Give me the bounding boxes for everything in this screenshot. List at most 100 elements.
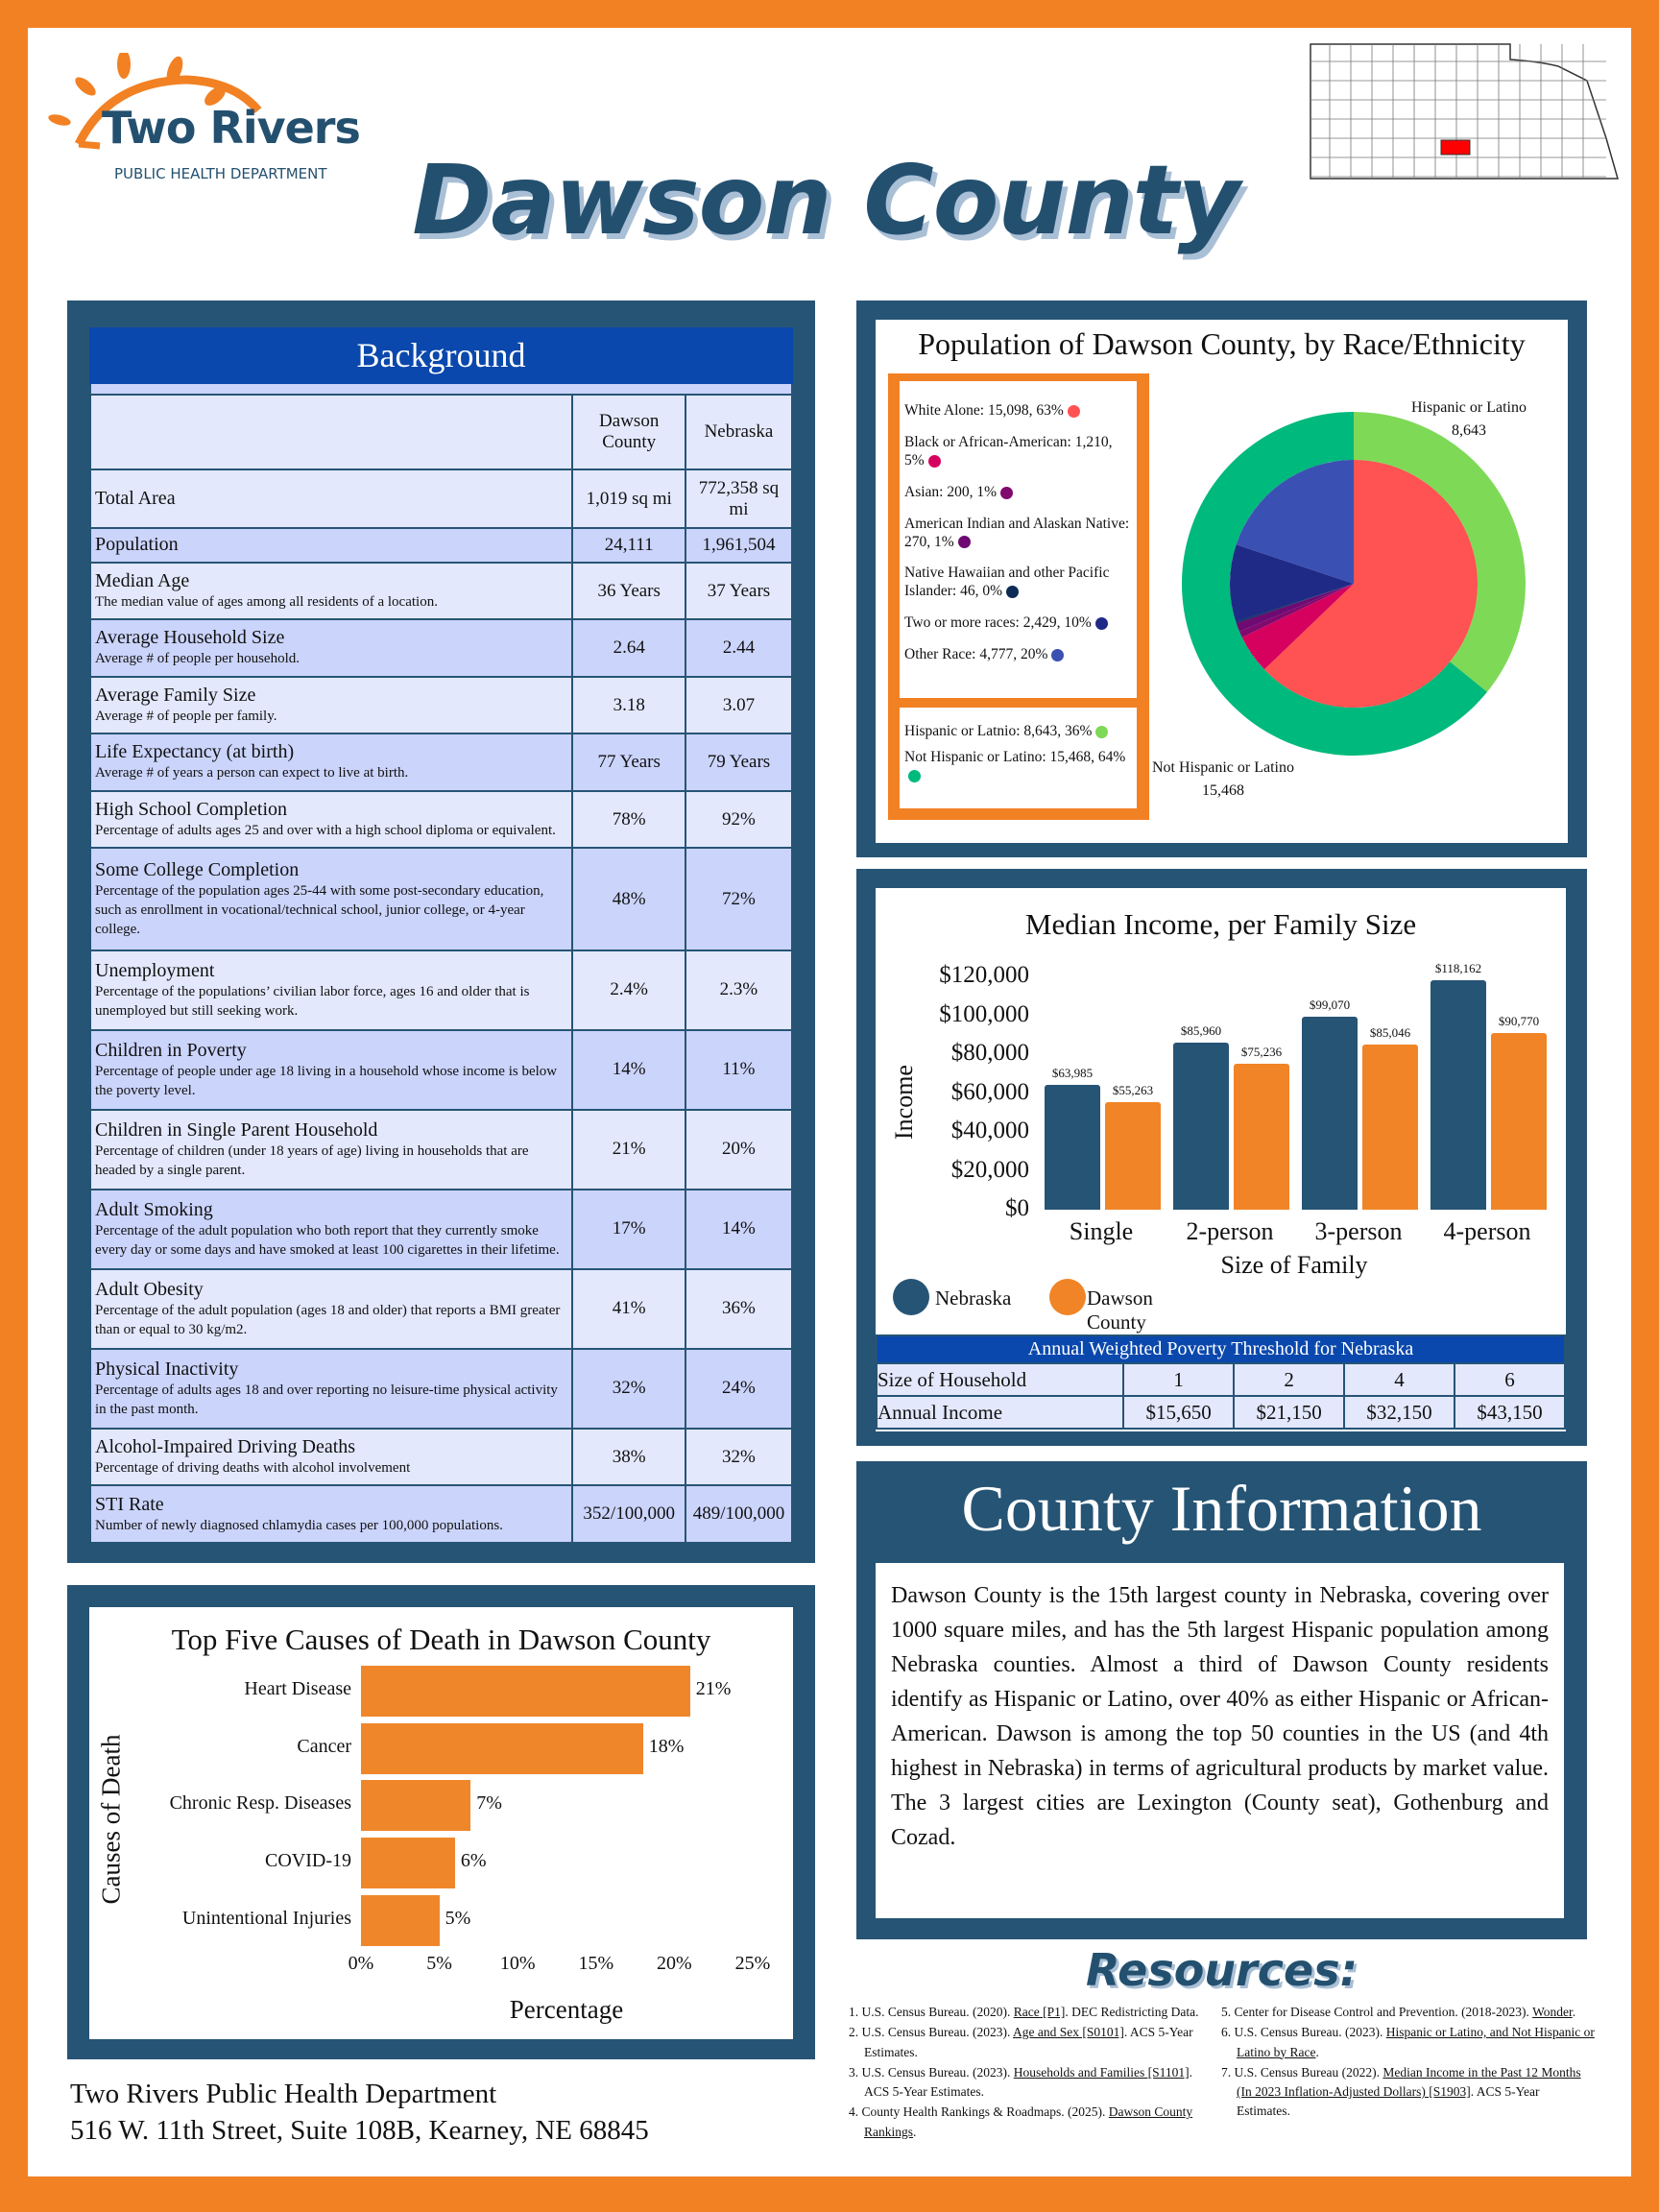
- nebraska-value: 3.07: [684, 675, 794, 735]
- resource-link[interactable]: Hispanic or Latino, and Not Hispanic or …: [1237, 2025, 1595, 2059]
- pie-slice-other-race: [1236, 460, 1354, 584]
- county-info-text: Dawson County is the 15th largest county…: [876, 1563, 1564, 1918]
- resource-item: 2. U.S. Census Bureau. (2023). Age and S…: [849, 2023, 1214, 2062]
- nebraska-value: 1,961,504: [684, 526, 794, 564]
- resource-link[interactable]: Age and Sex [S0101]: [1013, 2025, 1124, 2040]
- dawson-value: 17%: [571, 1188, 686, 1270]
- size-cell: 4: [1343, 1362, 1456, 1397]
- row-description: Average # of people per household.: [95, 651, 300, 667]
- dawson-value: 1,019 sq mi: [571, 469, 686, 529]
- resource-link[interactable]: Median Income in the Past 12 Months (In …: [1237, 2064, 1581, 2099]
- bar-data-label: $90,770: [1498, 1014, 1540, 1029]
- size-cell: 6: [1454, 1362, 1566, 1397]
- resource-suffix: . ACS 5-Year Estimates.: [864, 2025, 1193, 2059]
- dawson-value: 78%: [571, 789, 686, 850]
- poverty-threshold-table: Annual Weighted Poverty Threshold for Ne…: [875, 1334, 1566, 1430]
- income-bar: [1362, 1044, 1418, 1210]
- bar-data-label: $55,263: [1112, 1083, 1154, 1098]
- resource-number: 7.: [1221, 2064, 1232, 2080]
- dawson-value: 24,111: [571, 526, 686, 564]
- table-row: Children in Poverty Percentage of people …: [88, 1028, 794, 1111]
- row-label: STI Rate: [95, 1493, 164, 1515]
- row-description: Percentage of the adult population who b…: [95, 1222, 560, 1258]
- legend-dot-icon: [1067, 404, 1080, 418]
- row-description: Percentage of the population ages 25-44 …: [95, 882, 544, 938]
- legend-swatch-nebraska: [893, 1279, 929, 1315]
- legend-label: Other Race: 4,777, 20%: [904, 646, 1048, 663]
- income-bar: [1431, 979, 1486, 1210]
- y-tick-label: $60,000: [950, 1078, 1029, 1105]
- x-tick-label: 20%: [657, 1953, 692, 1974]
- nebraska-value: 489/100,000: [684, 1484, 794, 1544]
- resource-number: 5.: [1221, 2005, 1232, 2019]
- resource-suffix: .: [1315, 2044, 1319, 2059]
- income-bar: [1234, 1063, 1289, 1210]
- page-title: Dawson County: [412, 144, 1240, 256]
- resource-item: 3. U.S. Census Bureau. (2023). Household…: [849, 2063, 1214, 2103]
- dawson-value: 77 Years: [571, 733, 686, 792]
- row-description: Average # of people per family.: [95, 708, 277, 724]
- nebraska-value: 2.3%: [684, 949, 794, 1031]
- cause-bar: [361, 1894, 440, 1946]
- legend-item: Asian: 200, 1%: [904, 484, 1132, 502]
- resource-suffix: . ACS 5-Year Estimates.: [1237, 2084, 1540, 2119]
- nebraska-value: 37 Years: [684, 561, 794, 621]
- legend-dot-icon: [908, 769, 921, 782]
- y-tick-label: $120,000: [939, 962, 1029, 988]
- nebraska-value: 14%: [684, 1188, 794, 1270]
- legend-label-nebraska: Nebraska: [935, 1286, 1012, 1310]
- resource-number: 6.: [1221, 2025, 1232, 2040]
- row-label: Unemployment: [95, 959, 215, 981]
- legend-item: White Alone: 15,098, 63%: [904, 402, 1132, 421]
- resource-link[interactable]: Race [P1]: [1013, 2005, 1066, 2019]
- dawson-value: 2.4%: [571, 949, 686, 1031]
- footer-address: 516 W. 11th Street, Suite 108B, Kearney,…: [70, 2115, 649, 2146]
- row-label: Alcohol-Impaired Driving Deaths: [95, 1436, 356, 1458]
- nebraska-value: 2.44: [684, 618, 794, 678]
- legend-swatch-dawson: [1049, 1279, 1086, 1315]
- row-description: Percentage of people under age 18 living…: [95, 1063, 558, 1098]
- table-row: STI Rate Number of newly diagnosed chlamy…: [88, 1484, 794, 1544]
- race-donut-chart: [1182, 412, 1526, 756]
- nebraska-value: 92%: [684, 789, 794, 850]
- x-tick-label: 25%: [734, 1953, 771, 1974]
- col-header-dawson: Dawson County: [571, 393, 686, 471]
- causes-y-axis-label: Causes of Death: [96, 1734, 126, 1905]
- resource-link[interactable]: Households and Families [S1101]: [1013, 2064, 1190, 2080]
- resource-item: 6. U.S. Census Bureau. (2023). Hispanic …: [1221, 2023, 1596, 2062]
- callout-not-hispanic: Not Hispanic or Latino 15,468: [1152, 759, 1294, 799]
- resource-link[interactable]: Dawson County Rankings: [864, 2104, 1193, 2139]
- row-label: Adult Smoking: [95, 1198, 213, 1220]
- legend-item: Black or African-American: 1,210, 5%: [904, 434, 1132, 470]
- legend-dot-icon: [927, 454, 941, 468]
- dawson-value: 36 Years: [571, 561, 686, 621]
- row-label: Some College Completion: [95, 858, 300, 880]
- legend-label: Two or more races: 2,429, 10%: [904, 614, 1092, 632]
- resource-item: 4. County Health Rankings & Roadmaps. (2…: [849, 2103, 1214, 2142]
- legend-label: Native Hawaiian and other Pacific Island…: [904, 565, 1110, 600]
- ethnicity-legend: Hispanic or Latnio: 8,643, 36% Not Hispan…: [900, 708, 1137, 808]
- cause-label: Heart Disease: [244, 1678, 351, 1699]
- bar-data-label: $85,046: [1369, 1024, 1411, 1040]
- resource-link[interactable]: Wonder: [1532, 2005, 1573, 2019]
- row-description: The median value of ages among all resid…: [95, 593, 438, 610]
- row-description: Number of newly diagnosed chlamydia case…: [95, 1517, 503, 1533]
- dawson-value: 48%: [571, 847, 686, 951]
- table-row: Adult Smoking Percentage of the adult pop…: [88, 1188, 794, 1270]
- cause-label: Unintentional Injuries: [181, 1907, 351, 1929]
- nebraska-value: 772,358 sq mi: [684, 469, 794, 529]
- pie-slice-white-alone: [1263, 460, 1478, 708]
- table-row: Physical Inactivity Percentage of adults …: [88, 1347, 794, 1430]
- resource-citation: U.S. Census Bureau. (2023).: [861, 2064, 1014, 2080]
- bar-data-label: $75,236: [1240, 1044, 1283, 1059]
- footer-org: Two Rivers Public Health Department: [70, 2079, 497, 2109]
- income-bar: [1105, 1102, 1161, 1210]
- row-description: Percentage of adults ages 25 and over wi…: [95, 822, 556, 838]
- table-row: Some College Completion Percentage of the…: [88, 847, 794, 951]
- row-label: Population: [95, 534, 179, 556]
- table-row: Unemployment Percentage of the population…: [88, 949, 794, 1031]
- resources-list-left: 1. U.S. Census Bureau. (2020). Race [P1]…: [849, 2003, 1214, 2143]
- legend-label: Hispanic or Latnio: 8,643, 36%: [904, 723, 1093, 739]
- cause-value-label: 18%: [648, 1735, 685, 1757]
- row-label: Adult Obesity: [95, 1278, 204, 1300]
